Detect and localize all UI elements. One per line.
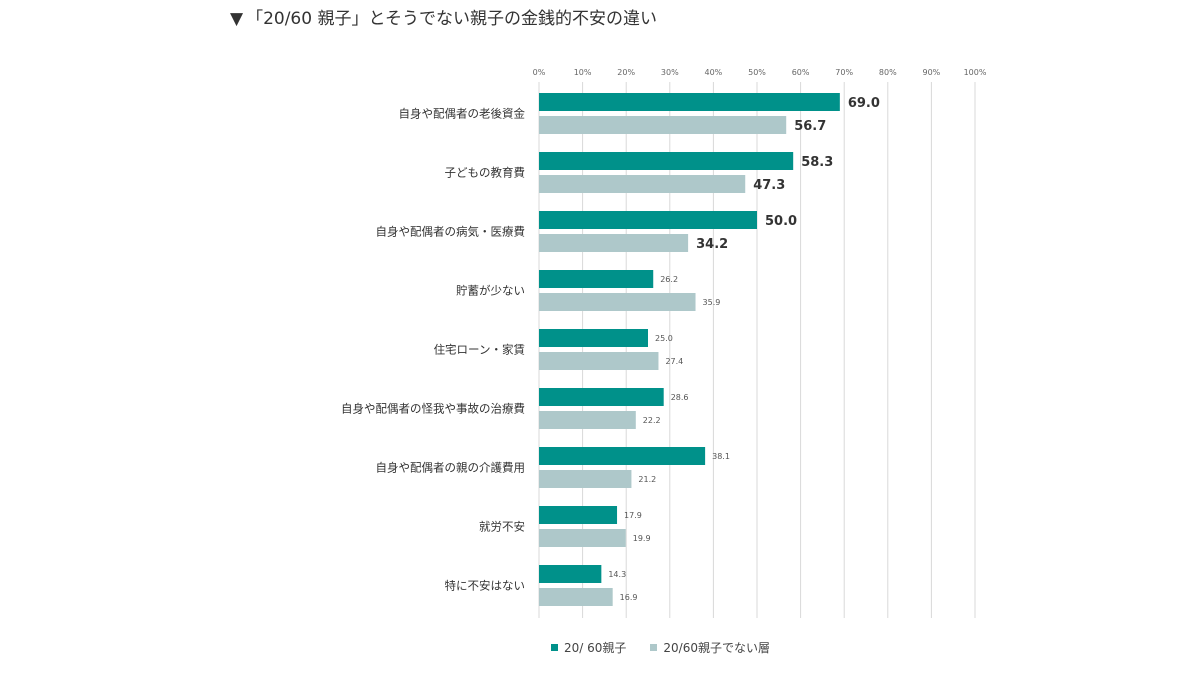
category-label: 子どもの教育費 — [445, 166, 526, 180]
bar-series-2 — [539, 529, 626, 547]
category-label: 自身や配偶者の怪我や事故の治療費 — [341, 402, 525, 416]
x-tick-label: 50% — [748, 68, 766, 77]
bar-series-2 — [539, 352, 659, 370]
data-label: 22.2 — [643, 416, 661, 425]
x-tick-label: 70% — [835, 68, 853, 77]
category-label: 自身や配偶者の親の介護費用 — [376, 461, 526, 475]
data-label: 25.0 — [655, 334, 673, 343]
legend-label-series-1: 20/ 60親子 — [564, 641, 627, 655]
data-label: 35.9 — [703, 298, 721, 307]
bar-series-1 — [539, 506, 618, 524]
legend-item-series-1: 20/ 60親子 — [551, 639, 626, 656]
gridlines — [538, 82, 976, 618]
bar-series-2 — [539, 293, 696, 311]
bars — [539, 93, 840, 606]
data-label: 69.0 — [848, 96, 880, 111]
category-label: 就労不安 — [479, 520, 525, 534]
x-tick-label: 10% — [574, 68, 592, 77]
title-marker: ▼ — [230, 9, 244, 29]
legend-item-series-2: 20/60親子でない層 — [650, 639, 770, 656]
bar-series-1 — [539, 93, 840, 111]
data-label: 16.9 — [620, 593, 638, 602]
chart-title-text: 「20/60 親子」とそうでない親子の金銭的不安の違い — [246, 9, 657, 29]
x-axis-ticks: 0% 10% 20% 30% 40% 50% 60% 70% 80% 90% 100% — [533, 68, 987, 77]
category-labels: 自身や配偶者の老後資金子どもの教育費自身や配偶者の病気・医療費貯蓄が少ない住宅ロ… — [341, 107, 525, 593]
bar-series-1 — [539, 565, 602, 583]
x-tick-label: 60% — [792, 68, 810, 77]
data-label: 28.6 — [671, 393, 689, 402]
x-tick-label: 30% — [661, 68, 679, 77]
category-label: 貯蓄が少ない — [456, 284, 525, 298]
bar-series-2 — [539, 116, 787, 134]
data-label: 21.2 — [638, 475, 656, 484]
data-label: 34.2 — [696, 237, 728, 252]
legend-swatch-series-2 — [650, 644, 658, 651]
chart-title: ▼ 「20/60 親子」とそうでない親子の金銭的不安の違い — [230, 4, 657, 29]
bar-series-2 — [539, 234, 689, 252]
data-label: 19.9 — [633, 534, 651, 543]
data-label: 26.2 — [660, 275, 678, 284]
bar-series-1 — [539, 329, 648, 347]
bar-series-2 — [539, 470, 632, 488]
data-label: 14.3 — [608, 570, 626, 579]
legend-swatch-series-1 — [551, 644, 558, 651]
category-label: 特に不安はない — [445, 579, 526, 593]
bar-series-2 — [539, 588, 613, 606]
category-label: 住宅ローン・家賃 — [434, 343, 525, 357]
x-tick-label: 100% — [964, 68, 987, 77]
data-label: 27.4 — [665, 357, 683, 366]
bar-series-1 — [539, 270, 654, 288]
bar-series-2 — [539, 411, 636, 429]
legend: 20/ 60親子 20/60親子でない層 — [551, 639, 770, 656]
data-label: 58.3 — [801, 155, 833, 170]
bar-series-2 — [539, 175, 746, 193]
x-tick-label: 0% — [533, 68, 546, 77]
data-label: 47.3 — [753, 178, 785, 193]
data-labels: 69.0 56.7 58.3 47.3 50.0 34.2 26.2 35.9 25.0 27.4… — [608, 96, 880, 602]
category-label: 自身や配偶者の老後資金 — [399, 107, 526, 121]
legend-label-series-2: 20/60親子でない層 — [663, 641, 770, 655]
bar-series-1 — [539, 388, 664, 406]
data-label: 17.9 — [624, 511, 642, 520]
x-tick-label: 80% — [879, 68, 897, 77]
category-label: 自身や配偶者の病気・医療費 — [376, 225, 526, 239]
data-label: 38.1 — [712, 452, 730, 461]
data-label: 50.0 — [765, 214, 797, 229]
x-tick-label: 90% — [923, 68, 941, 77]
x-tick-label: 40% — [705, 68, 723, 77]
bar-series-1 — [539, 152, 794, 170]
x-tick-label: 20% — [617, 68, 635, 77]
data-label: 56.7 — [794, 119, 826, 134]
bar-series-1 — [539, 211, 757, 229]
bar-series-1 — [539, 447, 706, 465]
